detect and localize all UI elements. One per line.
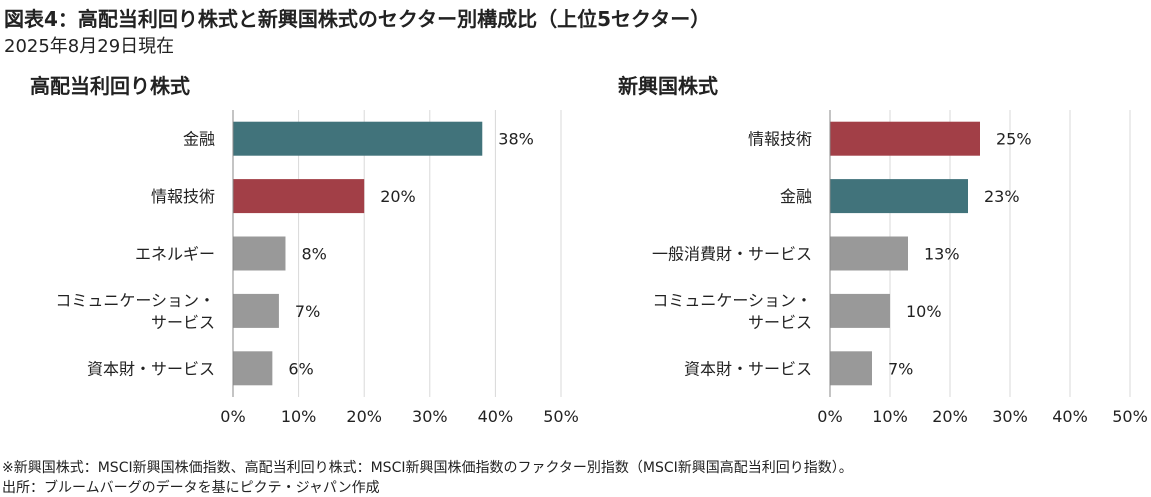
left-bar-3 <box>233 236 286 271</box>
footnote-source-index: ※新興国株式：MSCI新興国株価指数、高配当利回り株式：MSCI新興国株価指数の… <box>2 460 853 476</box>
left-bar-1 <box>233 121 483 156</box>
left-x-tick-label-10: 10% <box>281 407 317 426</box>
left-chart-title: 高配当利回り株式 <box>30 74 190 98</box>
left-bar-5 <box>233 351 273 386</box>
left-category-label-4: コミュニケーション・サービス <box>55 291 215 332</box>
right-category-label-1: 情報技術 <box>748 130 812 149</box>
left-category-label-1: 金融 <box>183 130 215 149</box>
left-value-label-5: 6% <box>288 359 313 378</box>
left-x-tick-label-20: 20% <box>346 407 382 426</box>
right-category-label-2: 金融 <box>780 187 812 206</box>
left-value-label-3: 8% <box>301 245 326 264</box>
left-category-label-3: エネルギー <box>135 245 215 264</box>
right-bar-chart: 25% 情報技術 23% 金融 13% 一般消費財・サービス 10% コミュニケーション・サー… <box>652 110 1148 426</box>
left-value-label-1: 38% <box>498 130 534 149</box>
right-category-label-5: 資本財・サービス <box>684 359 812 378</box>
right-x-tick-label-30: 30% <box>992 407 1028 426</box>
right-bar-4 <box>830 293 890 328</box>
right-x-tick-label-50: 50% <box>1112 407 1148 426</box>
left-category-label-5: 資本財・サービス <box>87 359 215 378</box>
right-bar-1 <box>830 121 980 156</box>
left-value-label-4: 7% <box>295 302 320 321</box>
left-bar-2 <box>233 179 365 214</box>
right-category-label-4: コミュニケーション・サービス <box>652 291 812 332</box>
right-value-label-2: 23% <box>984 187 1020 206</box>
right-x-tick-label-40: 40% <box>1052 407 1088 426</box>
right-x-tick-label-0: 0% <box>817 407 842 426</box>
right-value-label-3: 13% <box>924 245 960 264</box>
left-bar-chart: 38% 金融 20% 情報技術 8% エネルギー 7% コミュニケーション・サービス 6% 資本財… <box>55 110 579 426</box>
right-bar-5 <box>830 351 872 386</box>
left-bar-4 <box>233 293 279 328</box>
right-x-tick-label-20: 20% <box>932 407 968 426</box>
right-value-label-4: 10% <box>906 302 942 321</box>
right-bar-3 <box>830 236 908 271</box>
right-category-label-3: 一般消費財・サービス <box>652 245 812 264</box>
left-x-tick-label-30: 30% <box>412 407 448 426</box>
left-x-tick-label-40: 40% <box>478 407 514 426</box>
figure-title: 図表4：高配当利回り株式と新興国株式のセクター別構成比（上位5セクター） <box>4 7 711 31</box>
right-value-label-1: 25% <box>996 130 1032 149</box>
left-x-tick-label-50: 50% <box>543 407 579 426</box>
left-value-label-2: 20% <box>380 187 416 206</box>
right-x-tick-label-10: 10% <box>872 407 908 426</box>
right-chart-title: 新興国株式 <box>618 74 718 98</box>
left-category-label-2: 情報技術 <box>151 187 215 206</box>
right-value-label-5: 7% <box>888 359 913 378</box>
left-x-tick-label-0: 0% <box>220 407 245 426</box>
right-bar-2 <box>830 179 968 214</box>
figure-subtitle: 2025年8月29日現在 <box>4 36 175 57</box>
footnote-source-data: 出所：ブルームバーグのデータを基にピクテ・ジャパン作成 <box>2 480 380 496</box>
